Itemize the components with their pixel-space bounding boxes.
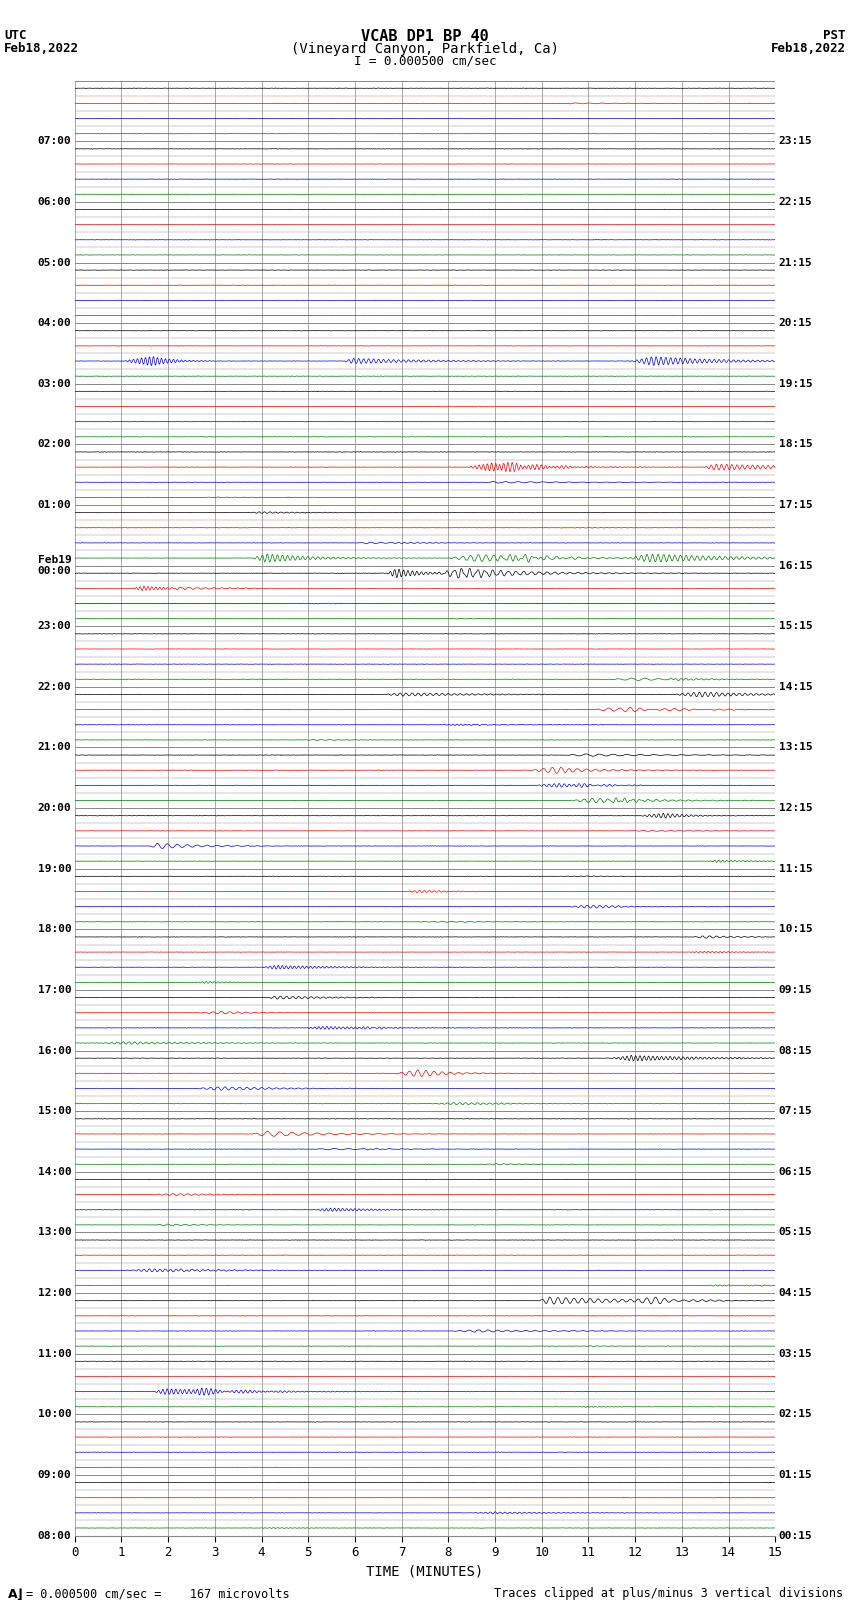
Text: 13:00: 13:00 <box>37 1227 71 1237</box>
Text: 23:00: 23:00 <box>37 621 71 631</box>
Text: PST: PST <box>824 29 846 42</box>
Text: 18:00: 18:00 <box>37 924 71 934</box>
Text: 22:00: 22:00 <box>37 682 71 692</box>
Text: 02:00: 02:00 <box>37 439 71 450</box>
Text: 01:15: 01:15 <box>779 1469 813 1481</box>
Text: 20:00: 20:00 <box>37 803 71 813</box>
Text: 05:15: 05:15 <box>779 1227 813 1237</box>
Text: Feb19
00:00: Feb19 00:00 <box>37 555 71 576</box>
Text: 04:15: 04:15 <box>779 1289 813 1298</box>
Text: 12:15: 12:15 <box>779 803 813 813</box>
Text: Feb18,2022: Feb18,2022 <box>771 42 846 55</box>
Text: (Vineyard Canyon, Parkfield, Ca): (Vineyard Canyon, Parkfield, Ca) <box>291 42 559 56</box>
Text: 12:00: 12:00 <box>37 1289 71 1298</box>
Text: $\mathbf{A}$$\mathbf{\rfloor}$: $\mathbf{A}$$\mathbf{\rfloor}$ <box>7 1586 23 1602</box>
Text: 00:15: 00:15 <box>779 1531 813 1540</box>
Text: 01:00: 01:00 <box>37 500 71 510</box>
Text: 09:15: 09:15 <box>779 986 813 995</box>
Text: I = 0.000500 cm/sec: I = 0.000500 cm/sec <box>354 55 496 68</box>
Text: 16:00: 16:00 <box>37 1045 71 1055</box>
Text: Feb18,2022: Feb18,2022 <box>4 42 79 55</box>
Text: 08:15: 08:15 <box>779 1045 813 1055</box>
Text: 14:15: 14:15 <box>779 682 813 692</box>
Text: 11:00: 11:00 <box>37 1348 71 1358</box>
Text: 06:00: 06:00 <box>37 197 71 206</box>
Text: 08:00: 08:00 <box>37 1531 71 1540</box>
Text: VCAB DP1 BP 40: VCAB DP1 BP 40 <box>361 29 489 44</box>
Text: 16:15: 16:15 <box>779 561 813 571</box>
Text: 21:15: 21:15 <box>779 258 813 268</box>
Text: 09:00: 09:00 <box>37 1469 71 1481</box>
Text: 23:15: 23:15 <box>779 135 813 147</box>
Text: 21:00: 21:00 <box>37 742 71 753</box>
Text: UTC: UTC <box>4 29 26 42</box>
Text: 18:15: 18:15 <box>779 439 813 450</box>
Text: 03:15: 03:15 <box>779 1348 813 1358</box>
Text: 17:15: 17:15 <box>779 500 813 510</box>
Text: 06:15: 06:15 <box>779 1166 813 1177</box>
Text: 15:00: 15:00 <box>37 1107 71 1116</box>
Text: 11:15: 11:15 <box>779 863 813 874</box>
Text: 13:15: 13:15 <box>779 742 813 753</box>
Text: 19:00: 19:00 <box>37 863 71 874</box>
Text: 02:15: 02:15 <box>779 1410 813 1419</box>
Text: 07:00: 07:00 <box>37 135 71 147</box>
Text: 10:15: 10:15 <box>779 924 813 934</box>
Text: 03:00: 03:00 <box>37 379 71 389</box>
Text: 17:00: 17:00 <box>37 986 71 995</box>
Text: 10:00: 10:00 <box>37 1410 71 1419</box>
Text: 04:00: 04:00 <box>37 318 71 327</box>
Text: 20:15: 20:15 <box>779 318 813 327</box>
Text: = 0.000500 cm/sec =    167 microvolts: = 0.000500 cm/sec = 167 microvolts <box>26 1587 289 1600</box>
Text: 07:15: 07:15 <box>779 1107 813 1116</box>
Text: 05:00: 05:00 <box>37 258 71 268</box>
Text: 14:00: 14:00 <box>37 1166 71 1177</box>
Text: 19:15: 19:15 <box>779 379 813 389</box>
Text: 22:15: 22:15 <box>779 197 813 206</box>
Text: Traces clipped at plus/minus 3 vertical divisions: Traces clipped at plus/minus 3 vertical … <box>494 1587 843 1600</box>
Text: 15:15: 15:15 <box>779 621 813 631</box>
X-axis label: TIME (MINUTES): TIME (MINUTES) <box>366 1565 484 1579</box>
